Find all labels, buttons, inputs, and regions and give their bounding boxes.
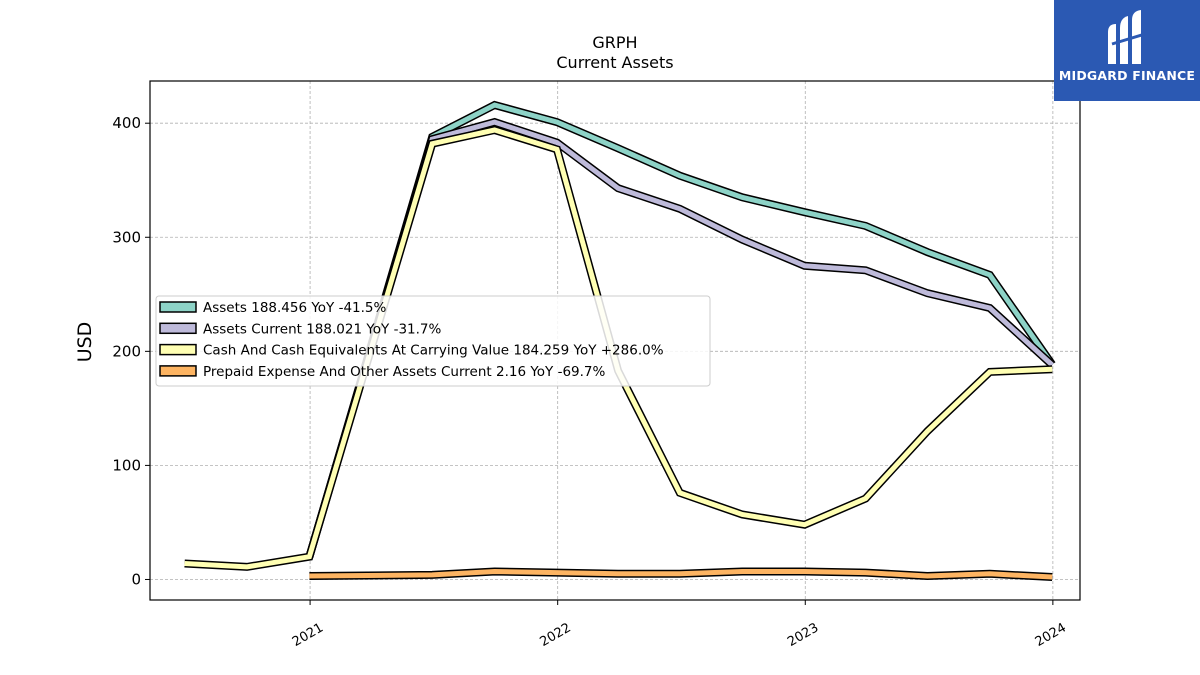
series-0 xyxy=(305,100,1056,558)
midgard-m-logo-icon xyxy=(1108,10,1146,64)
legend-label: Prepaid Expense And Other Assets Current… xyxy=(203,364,606,380)
legend-swatch xyxy=(159,343,197,356)
series-line xyxy=(307,119,1054,558)
series-3 xyxy=(309,567,1053,581)
y-tick-label: 200 xyxy=(112,342,141,360)
legend: Assets 188.456 YoY -41.5% Assets Current … xyxy=(155,295,711,387)
y-axis: 0 100 200 300 400 xyxy=(112,114,150,588)
brand-name: MIDGARD FINANCE xyxy=(1058,68,1196,83)
series-line xyxy=(184,127,1053,570)
series-line xyxy=(307,102,1055,558)
chart-title: GRPH xyxy=(592,33,637,52)
y-tick-label: 100 xyxy=(112,456,141,474)
series-layer xyxy=(184,100,1056,581)
x-axis: 2021 2022 2023 2024 xyxy=(290,600,1069,650)
legend-swatch xyxy=(159,322,197,335)
brand-logo: MIDGARD FINANCE xyxy=(1054,0,1200,101)
chart-subtitle: Current Assets xyxy=(556,53,673,72)
y-tick-label: 300 xyxy=(112,228,141,246)
y-tick-label: 400 xyxy=(112,114,141,132)
legend-label: Assets Current 188.021 YoY -31.7% xyxy=(203,321,442,337)
series-1 xyxy=(305,117,1055,558)
legend-box xyxy=(155,295,711,387)
series-2 xyxy=(184,125,1053,571)
legend-swatch xyxy=(159,365,197,377)
legend-swatch xyxy=(159,301,197,313)
x-tick-label: 2022 xyxy=(538,620,574,650)
legend-label: Assets 188.456 YoY -41.5% xyxy=(203,300,387,316)
plot-frame xyxy=(149,80,1081,601)
x-tick-label: 2023 xyxy=(785,620,821,650)
legend-label: Cash And Cash Equivalents At Carrying Va… xyxy=(203,343,664,359)
x-tick-label: 2021 xyxy=(290,620,326,650)
x-tick-label: 2024 xyxy=(1033,620,1069,650)
series-line xyxy=(309,568,1053,580)
y-axis-label: USD xyxy=(74,322,96,363)
y-tick-label: 0 xyxy=(131,570,141,588)
